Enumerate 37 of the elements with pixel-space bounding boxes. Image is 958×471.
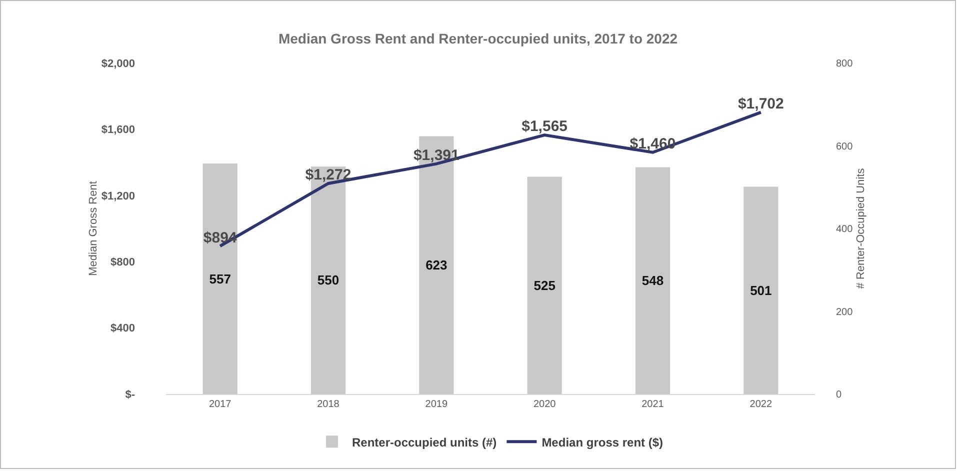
- y-tick-label: $1,600: [101, 124, 135, 136]
- data-label: 557: [209, 271, 231, 286]
- legend-label: Renter-occupied units (#): [352, 435, 497, 450]
- data-label: 623: [426, 258, 448, 273]
- x-tick-label: 2020: [533, 399, 556, 410]
- data-label: 525: [534, 278, 556, 293]
- x-tick-label: 2021: [642, 399, 664, 410]
- chart-title: Median Gross Rent and Renter-occupied units, 2017 to 2022: [278, 30, 678, 46]
- x-tick-label: 2018: [317, 399, 340, 410]
- x-tick-label: 2017: [208, 399, 232, 410]
- x-tick-label: 2019: [425, 399, 448, 410]
- y2-tick-label: 400: [836, 224, 854, 235]
- data-label: 548: [642, 273, 664, 288]
- data-label: $1,460: [630, 136, 676, 153]
- y2-tick-label: 0: [836, 390, 842, 400]
- legend-label: Median gross rent ($): [542, 435, 664, 450]
- bar: [744, 186, 778, 394]
- y2-axis-title: # Renter-Occupied Units: [855, 168, 868, 289]
- y2-tick-label: 800: [836, 58, 854, 70]
- bar: [202, 164, 238, 394]
- y2-tick-label: 200: [836, 306, 854, 318]
- y-axis-title: Median Gross Rent: [87, 181, 100, 276]
- y-tick-label: $-: [125, 388, 136, 401]
- y-tick-label: $2,000: [101, 58, 135, 70]
- y-tick-label: $400: [110, 322, 135, 335]
- y-tick-label: $1,200: [101, 190, 135, 202]
- data-label: $1,391: [413, 147, 460, 164]
- data-label: $1,565: [522, 118, 568, 136]
- data-label: 550: [317, 272, 340, 288]
- y2-tick-label: 600: [836, 141, 854, 152]
- data-label: 501: [750, 282, 772, 298]
- data-label: $1,702: [738, 96, 784, 113]
- bar: [635, 167, 670, 394]
- x-tick-label: 2022: [750, 399, 772, 410]
- bar: [527, 176, 562, 394]
- data-label: $1,272: [305, 166, 352, 184]
- y-tick-label: $800: [110, 256, 135, 268]
